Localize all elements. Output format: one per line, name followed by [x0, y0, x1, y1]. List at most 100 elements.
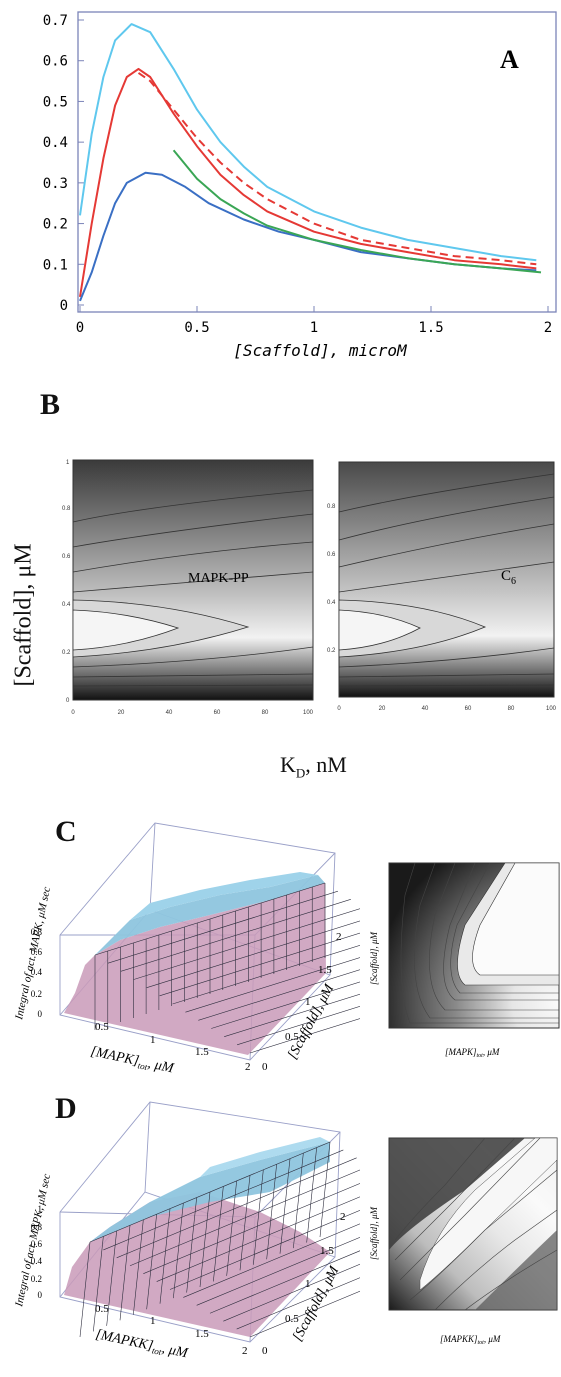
svg-text:0.4: 0.4	[327, 600, 336, 606]
svg-text:0.5: 0.5	[285, 1031, 299, 1043]
panel-b-x-label: KD, nM	[280, 752, 347, 781]
svg-text:1.5: 1.5	[318, 964, 332, 976]
mesh-line	[223, 1263, 360, 1322]
svg-text:0.6: 0.6	[327, 552, 336, 558]
mesh-line	[103, 1149, 344, 1251]
series-line-4	[172, 149, 542, 274]
y-tick-label: 0.4	[43, 135, 68, 151]
mesh-line	[236, 1277, 360, 1330]
mesh-line	[279, 1158, 291, 1254]
contour-line	[399, 1137, 541, 1281]
contour-plot-mapk-pp: MAPK-PP 0 20 40 60 80 100 0 0.2 0.4 0.6 …	[62, 459, 314, 716]
mesh-line	[89, 1141, 331, 1243]
x-axis-label: [Scaffold], microM	[233, 341, 408, 360]
svg-text:0: 0	[66, 698, 70, 704]
series-line-3	[79, 171, 537, 302]
panel-a: 0 0.1 0.2 0.3 0.4 0.5 0.6 0.7 0 0.5 1 1.5 2 A [Scaff…	[0, 0, 561, 370]
mesh-line	[236, 1006, 360, 1046]
svg-text:0: 0	[38, 1290, 43, 1300]
x-ticks: 0.5 1 1.5 2	[95, 1303, 248, 1357]
panel-letter-a: A	[500, 45, 519, 74]
x-tick-label: 1.5	[418, 320, 443, 336]
svg-text:1.5: 1.5	[320, 1245, 334, 1257]
svg-text:1.5: 1.5	[195, 1328, 209, 1340]
panel-letter-b: B	[40, 388, 61, 421]
svg-text:2: 2	[245, 1061, 251, 1073]
mesh-line	[213, 1186, 224, 1282]
svg-text:0: 0	[262, 1345, 268, 1357]
svg-text:20: 20	[379, 706, 386, 712]
mesh-line	[172, 944, 360, 1005]
y-ticks: 0.2 0.4 0.6 0.8	[327, 504, 336, 654]
mesh-line	[107, 890, 339, 964]
contour-x-label: [MAPKK]tot, μM	[440, 1334, 501, 1346]
contour-line	[409, 1169, 558, 1301]
svg-text:80: 80	[508, 706, 515, 712]
svg-text:0.5: 0.5	[285, 1313, 299, 1325]
contour-plot-c: [MAPK]tot, μM [Scaffold], μM	[369, 862, 560, 1059]
svg-text:0.8: 0.8	[31, 1222, 43, 1232]
svg-text:0: 0	[337, 706, 341, 712]
mesh-line	[146, 1214, 157, 1310]
svg-text:0.6: 0.6	[62, 554, 71, 560]
svg-text:0.6: 0.6	[31, 947, 43, 957]
svg-text:40: 40	[166, 710, 173, 716]
mesh-line	[133, 1219, 144, 1315]
svg-text:1: 1	[150, 1034, 156, 1046]
mesh-line	[183, 1223, 360, 1298]
mesh-line	[199, 1191, 211, 1288]
mesh-line	[133, 908, 360, 980]
svg-text:0: 0	[38, 1009, 43, 1019]
x-axis-label: [MAPK]tot, μM	[89, 1044, 176, 1077]
svg-text:0.4: 0.4	[31, 1256, 43, 1266]
y-ticks: 0 0.5 1 1.5 2	[262, 931, 342, 1073]
contour-plot-c6: C6 0 20 40 60 80 100 0.2 0.4 0.6 0.8	[327, 461, 557, 712]
svg-text:1: 1	[150, 1315, 156, 1327]
svg-text:1: 1	[305, 1278, 311, 1290]
surface-plot-d: 0 0.2 0.4 0.6 0.8 1 0.5 1 1.5 2 0 0.5 1 …	[13, 1101, 360, 1362]
svg-text:2: 2	[242, 1345, 248, 1357]
plot-frame	[77, 11, 557, 313]
z-ticks: 0 0.2 0.4 0.6 0.8 1	[31, 1204, 43, 1300]
panel-letter-c: C	[55, 815, 77, 848]
svg-text:60: 60	[465, 706, 472, 712]
contour-y-label: [Scaffold], μM	[369, 931, 379, 985]
y-tick-label: 0.2	[43, 217, 68, 233]
svg-text:0.5: 0.5	[95, 1303, 109, 1315]
svg-text:0.2: 0.2	[31, 1274, 42, 1284]
mesh-line	[211, 981, 360, 1029]
mesh-line	[93, 1236, 104, 1332]
mesh-line	[226, 1180, 237, 1276]
z-axis-label: Integral of act. MAPK, μM sec	[13, 1173, 53, 1309]
x-ticks: 0 20 40 60 80 100	[71, 710, 313, 716]
svg-text:40: 40	[422, 706, 429, 712]
svg-text:100: 100	[303, 710, 314, 716]
mesh-line	[159, 932, 360, 997]
y-tick-label: 0.5	[43, 94, 68, 110]
y-axis-label: [Scaffold], μM	[10, 543, 37, 687]
contour-y-label: [Scaffold], μM	[369, 1206, 379, 1260]
svg-text:0.4: 0.4	[31, 967, 43, 977]
svg-text:2: 2	[336, 931, 342, 943]
mesh-line	[306, 1147, 317, 1243]
svg-text:0.6: 0.6	[31, 1239, 43, 1249]
surface-plot-c: 0 0.2 0.4 0.6 0.8 0.5 1 1.5 2 0 0.5 1 1.…	[13, 822, 360, 1077]
mesh-line	[186, 1197, 197, 1293]
x-axis-label: [MAPKK]tot, μM	[94, 1327, 190, 1362]
mesh-line	[79, 1241, 91, 1338]
svg-text:80: 80	[262, 710, 269, 716]
contour-label-mapk-pp: MAPK-PP	[188, 571, 249, 586]
panel-a-line-chart: 0 0.1 0.2 0.3 0.4 0.5 0.6 0.7 0 0.5 1 1.5 2 A [Scaff…	[43, 11, 557, 360]
z-ticks: 0 0.2 0.4 0.6 0.8	[31, 927, 43, 1019]
svg-text:1.5: 1.5	[195, 1046, 209, 1058]
mesh-line	[319, 1141, 331, 1238]
x-tick-label: 0	[76, 320, 84, 336]
mesh-line	[253, 1169, 264, 1265]
mesh-line	[146, 920, 360, 988]
contour-plot-d: [MAPKK]tot, μM [Scaffold], μM	[369, 1137, 558, 1346]
svg-text:0.2: 0.2	[327, 648, 336, 654]
panel-letter-d: D	[55, 1092, 77, 1125]
y-tick-label: 0	[60, 298, 68, 314]
mesh-line	[106, 1230, 117, 1326]
y-tick-label: 0.1	[43, 257, 68, 273]
